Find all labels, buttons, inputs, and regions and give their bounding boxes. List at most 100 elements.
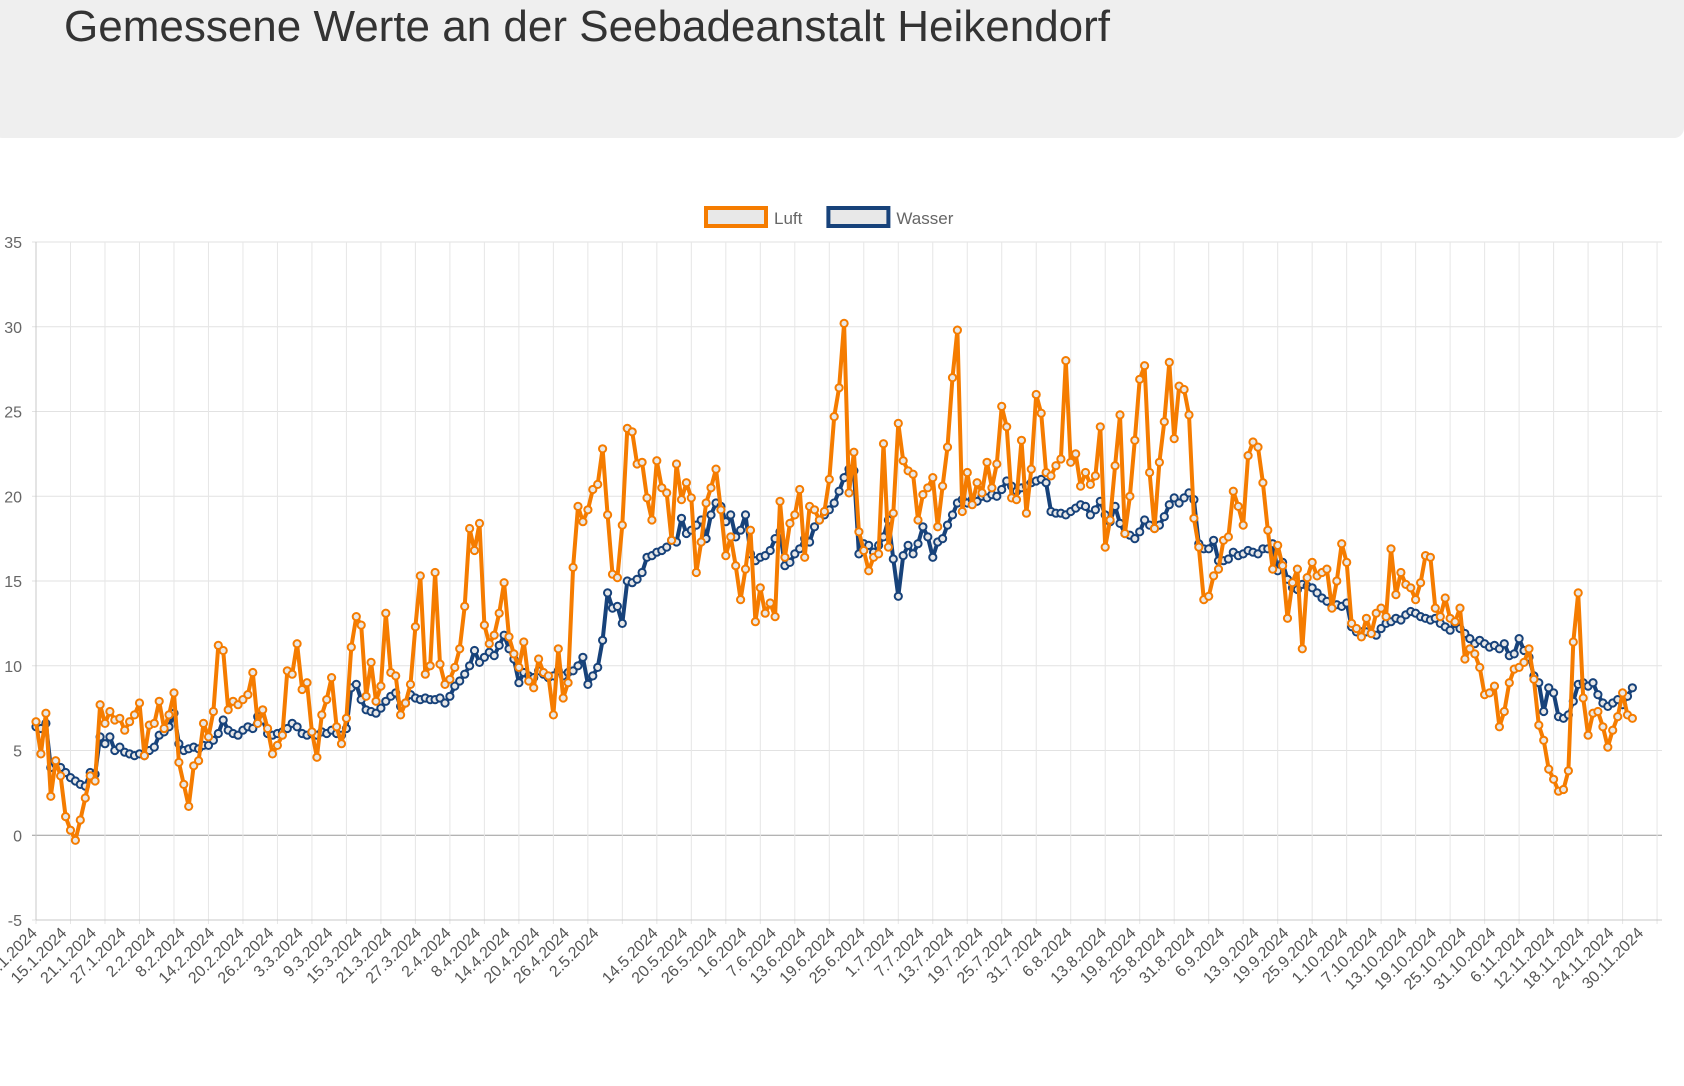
- data-point[interactable]: [115, 713, 125, 723]
- data-point[interactable]: [721, 551, 731, 561]
- data-point[interactable]: [105, 732, 115, 742]
- data-point[interactable]: [1430, 603, 1440, 613]
- data-point[interactable]: [938, 481, 948, 491]
- data-point[interactable]: [1302, 573, 1312, 583]
- data-point[interactable]: [1549, 688, 1559, 698]
- legend-item-wasser[interactable]: Wasser: [826, 206, 954, 228]
- data-point[interactable]: [327, 673, 337, 683]
- data-point[interactable]: [1351, 623, 1362, 634]
- data-point[interactable]: [736, 595, 746, 605]
- data-point[interactable]: [1583, 730, 1593, 740]
- data-point[interactable]: [671, 459, 682, 469]
- data-point[interactable]: [1110, 461, 1120, 471]
- data-point[interactable]: [1253, 442, 1263, 452]
- data-point[interactable]: [1036, 408, 1046, 418]
- data-point[interactable]: [1243, 451, 1253, 461]
- data-point[interactable]: [676, 513, 687, 523]
- data-point[interactable]: [1332, 576, 1342, 586]
- data-point[interactable]: [65, 825, 76, 835]
- data-point[interactable]: [169, 688, 179, 698]
- data-point[interactable]: [898, 551, 908, 561]
- data-point[interactable]: [864, 566, 874, 576]
- data-point[interactable]: [918, 522, 928, 532]
- data-point[interactable]: [883, 542, 894, 552]
- data-point[interactable]: [31, 717, 41, 727]
- data-point[interactable]: [194, 756, 204, 766]
- data-point[interactable]: [134, 698, 145, 708]
- data-point[interactable]: [1209, 571, 1219, 581]
- data-point[interactable]: [878, 439, 889, 449]
- data-point[interactable]: [1297, 644, 1307, 654]
- legend[interactable]: Luft Wasser: [704, 206, 954, 228]
- data-point[interactable]: [667, 535, 677, 545]
- data-point[interactable]: [1130, 435, 1140, 445]
- data-point[interactable]: [489, 651, 499, 661]
- data-point[interactable]: [898, 456, 908, 466]
- data-point[interactable]: [1135, 527, 1145, 537]
- data-point[interactable]: [839, 318, 849, 328]
- data-point[interactable]: [711, 464, 721, 474]
- data-point[interactable]: [381, 608, 391, 618]
- data-point[interactable]: [947, 373, 958, 383]
- data-point[interactable]: [1391, 590, 1401, 600]
- data-point[interactable]: [770, 612, 780, 622]
- data-point[interactable]: [942, 520, 953, 530]
- data-point[interactable]: [726, 532, 736, 542]
- data-point[interactable]: [504, 632, 514, 642]
- data-point[interactable]: [351, 612, 361, 622]
- data-point[interactable]: [1169, 434, 1179, 444]
- data-point[interactable]: [642, 493, 652, 503]
- data-point[interactable]: [637, 567, 647, 578]
- data-point[interactable]: [469, 645, 480, 656]
- data-point[interactable]: [1425, 552, 1436, 562]
- data-point[interactable]: [790, 510, 800, 520]
- data-point[interactable]: [1484, 688, 1495, 698]
- data-point[interactable]: [1396, 567, 1406, 578]
- data-point[interactable]: [706, 483, 716, 493]
- data-point[interactable]: [1080, 467, 1091, 478]
- data-point[interactable]: [125, 717, 135, 727]
- data-point[interactable]: [603, 588, 613, 598]
- data-point[interactable]: [292, 639, 302, 649]
- data-point[interactable]: [1558, 784, 1569, 795]
- data-point[interactable]: [376, 681, 386, 691]
- data-point[interactable]: [1489, 681, 1500, 691]
- data-point[interactable]: [923, 483, 933, 493]
- data-point[interactable]: [332, 722, 342, 732]
- data-point[interactable]: [1529, 674, 1539, 684]
- data-point[interactable]: [558, 693, 568, 703]
- data-point[interactable]: [1213, 564, 1224, 574]
- data-point[interactable]: [1445, 625, 1455, 635]
- data-point[interactable]: [775, 496, 785, 506]
- data-point[interactable]: [218, 645, 228, 656]
- data-point[interactable]: [450, 662, 460, 673]
- data-point[interactable]: [1145, 467, 1155, 478]
- data-point[interactable]: [351, 679, 361, 690]
- data-point[interactable]: [1593, 690, 1603, 700]
- data-point[interactable]: [529, 683, 539, 693]
- data-point[interactable]: [1204, 591, 1214, 601]
- data-point[interactable]: [1066, 457, 1076, 467]
- data-point[interactable]: [366, 657, 376, 668]
- data-point[interactable]: [277, 730, 287, 740]
- data-point[interactable]: [1194, 542, 1204, 552]
- data-point[interactable]: [696, 537, 706, 547]
- data-point[interactable]: [952, 325, 963, 335]
- data-point[interactable]: [1189, 513, 1199, 523]
- data-point[interactable]: [1603, 742, 1613, 752]
- data-point[interactable]: [184, 801, 194, 812]
- data-point[interactable]: [824, 474, 834, 484]
- data-point[interactable]: [174, 757, 184, 768]
- data-point[interactable]: [588, 671, 598, 681]
- data-point[interactable]: [681, 478, 692, 488]
- data-point[interactable]: [662, 488, 672, 498]
- data-point[interactable]: [164, 710, 174, 720]
- data-point[interactable]: [1223, 532, 1234, 542]
- data-point[interactable]: [307, 727, 317, 737]
- data-point[interactable]: [1588, 678, 1598, 688]
- data-point[interactable]: [987, 483, 997, 493]
- data-point[interactable]: [1209, 535, 1219, 545]
- data-point[interactable]: [100, 739, 110, 749]
- data-point[interactable]: [302, 678, 312, 688]
- data-point[interactable]: [928, 473, 938, 483]
